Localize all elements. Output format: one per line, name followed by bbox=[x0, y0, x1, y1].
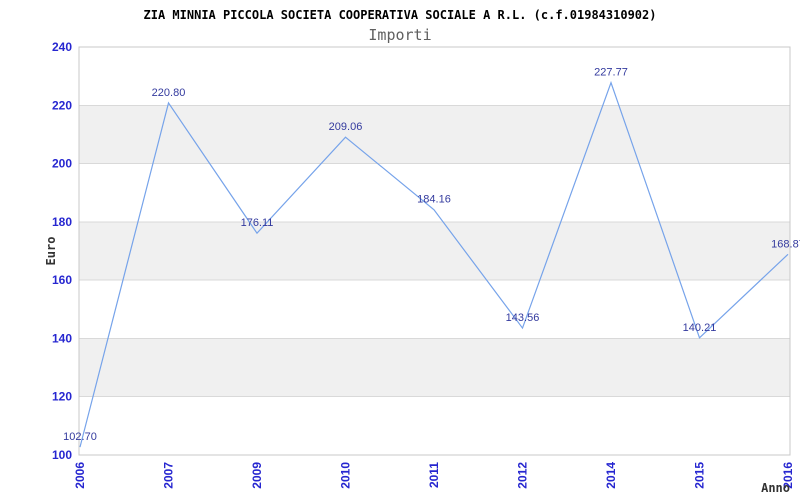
y-tick-label: 240 bbox=[52, 40, 72, 54]
data-point-label: 220.80 bbox=[152, 87, 186, 99]
y-axis-title: Euro bbox=[44, 237, 58, 266]
x-tick-label: 2006 bbox=[73, 462, 87, 489]
x-tick-label: 2009 bbox=[250, 462, 264, 489]
y-tick-label: 140 bbox=[52, 331, 72, 345]
y-tick-label: 200 bbox=[52, 157, 72, 171]
y-tick-label: 100 bbox=[52, 448, 72, 462]
chart-subtitle: Importi bbox=[368, 26, 432, 44]
data-point-label: 143.56 bbox=[506, 312, 540, 324]
x-tick-label: 2016 bbox=[781, 462, 795, 489]
x-tick-label: 2012 bbox=[516, 462, 530, 489]
x-axis-title: Anno bbox=[761, 481, 790, 495]
x-tick-label: 2007 bbox=[162, 462, 176, 489]
chart-title: ZIA MINNIA PICCOLA SOCIETA COOPERATIVA S… bbox=[143, 8, 657, 22]
y-tick-label: 220 bbox=[52, 98, 72, 112]
y-axis-band bbox=[79, 105, 790, 164]
plot-border bbox=[78, 46, 791, 456]
data-point-label: 184.16 bbox=[417, 194, 451, 206]
y-tick-label: 180 bbox=[52, 215, 72, 229]
data-point-label: 227.77 bbox=[594, 67, 628, 79]
y-tick-label: 120 bbox=[52, 390, 72, 404]
data-point-label: 102.70 bbox=[63, 431, 97, 443]
x-tick-label: 2010 bbox=[339, 462, 353, 489]
x-tick-label: 2011 bbox=[427, 462, 441, 488]
series-line bbox=[79, 80, 789, 448]
data-point-label: 176.11 bbox=[241, 217, 274, 229]
x-tick-label: 2014 bbox=[604, 462, 618, 489]
data-point-label: 209.06 bbox=[329, 121, 363, 133]
y-tick-label: 160 bbox=[52, 273, 72, 287]
data-point-label: 140.21 bbox=[683, 322, 717, 334]
x-tick-label: 2015 bbox=[693, 462, 707, 489]
data-point-label: 168.87 bbox=[771, 238, 800, 250]
y-axis-band bbox=[79, 338, 790, 397]
y-axis-band bbox=[79, 221, 790, 281]
